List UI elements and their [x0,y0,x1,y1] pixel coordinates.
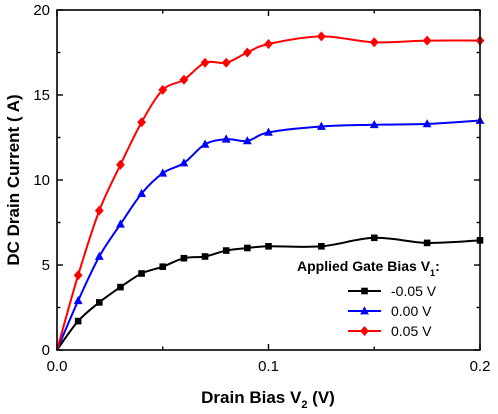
series-2 [56,115,485,351]
data-point [264,39,273,49]
data-point [422,119,432,128]
data-point [94,251,104,260]
y-tick-label: 15 [33,87,50,104]
data-point [369,119,379,129]
data-point [242,136,252,145]
legend-label: 0.05 V [391,323,432,339]
data-point [265,243,272,250]
data-point [158,84,168,95]
data-point [137,117,146,128]
data-point [221,57,231,68]
series-layer [56,31,485,351]
data-point [369,37,379,48]
data-point [200,57,210,68]
legend-marker [360,326,369,336]
data-point [370,234,378,242]
data-point [179,74,189,85]
data-point [158,168,168,177]
data-point [179,158,189,167]
plot-frame [56,9,481,351]
data-point [74,317,82,325]
data-point [73,295,83,305]
data-point [201,253,209,260]
data-point [200,139,210,148]
data-point [244,244,251,252]
data-point [318,243,325,250]
y-axis-title: DC Drain Current ( A) [4,94,23,265]
data-point [73,270,83,281]
data-point [422,35,432,46]
x-tick-label: 0.2 [470,358,491,375]
data-point [116,159,125,170]
legend: -0.05 V 0.00 V 0.05 V [348,283,437,339]
y-tick-label: 10 [33,172,50,189]
x-tick-label: 0.0 [47,358,68,375]
y-tick-label: 5 [42,257,50,274]
data-point [180,254,188,262]
y-tick-label: 0 [42,342,50,359]
data-point [138,270,145,277]
data-point [222,247,230,254]
data-point [264,127,273,136]
legend-label: 0.00 V [391,303,432,319]
data-point [316,31,326,42]
data-point [242,47,252,58]
legend-label: -0.05 V [391,283,437,299]
legend-marker [361,287,368,295]
legend-entry: 0.05 V [348,323,432,339]
x-axis-title: Drain Bias V2 (V) [201,388,335,411]
x-tick-label: 0.1 [258,358,279,375]
data-point [116,219,125,228]
legend-title: Applied Gate Bias V1: [297,258,440,278]
axes-layer: 0.0 0.1 0.2 0 5 10 15 20 [33,2,490,375]
data-point [423,239,431,247]
data-point [117,283,124,291]
legend-entry: -0.05 V [348,283,437,299]
data-point [316,121,326,130]
data-point [94,205,104,216]
legend-entry: 0.00 V [348,303,432,319]
data-point [159,263,167,270]
data-point [221,134,231,143]
data-point [137,188,146,197]
y-tick-label: 20 [33,2,50,19]
series-3 [56,31,485,351]
legend-marker [360,306,369,315]
data-point [96,299,103,306]
